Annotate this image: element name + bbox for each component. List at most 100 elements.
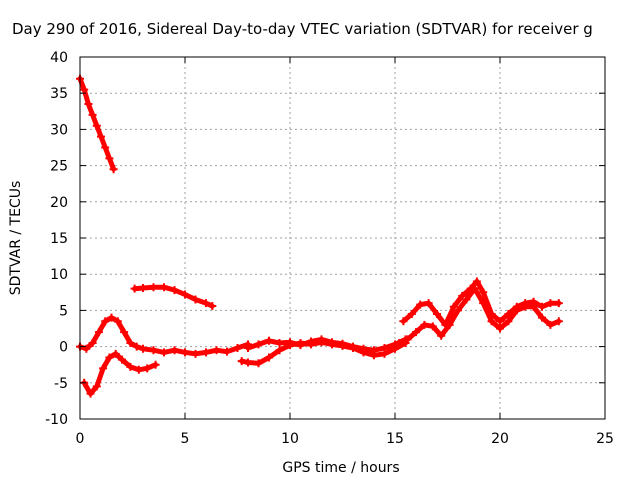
data-point [88, 338, 97, 347]
y-tick-label: 25 [50, 159, 68, 175]
gridlines [80, 57, 605, 419]
data-point [105, 353, 114, 362]
data-point [437, 331, 446, 340]
data-point [82, 344, 91, 353]
data-point [111, 349, 120, 358]
data-point [88, 110, 97, 119]
x-tick-label: 5 [181, 431, 190, 447]
data-point [181, 290, 189, 299]
series-arc-8 [395, 284, 563, 347]
x-tick-label: 0 [76, 431, 85, 447]
data-point [307, 337, 315, 346]
y-tick-label: 40 [50, 50, 68, 66]
data-point [181, 348, 189, 357]
data-point [254, 359, 263, 368]
series-arc-3 [80, 349, 160, 398]
data-point [412, 328, 420, 337]
data-point [395, 338, 404, 347]
x-tick-label: 20 [491, 431, 509, 447]
series-line [396, 286, 562, 346]
data-point [86, 389, 95, 398]
series-arc-1 [76, 74, 118, 174]
series-arc-2 [76, 313, 252, 358]
data-point [132, 342, 141, 351]
data-point [445, 320, 454, 329]
data-point [286, 338, 294, 347]
data-point [109, 165, 118, 174]
data-point [244, 344, 252, 353]
y-tick-label: 5 [59, 303, 68, 319]
data-point [470, 284, 479, 293]
data-point [160, 283, 168, 292]
data-point [80, 85, 89, 94]
data-point [424, 299, 433, 308]
data-point [160, 348, 168, 357]
data-point [254, 340, 263, 349]
data-point [208, 302, 217, 311]
y-tick-label: 15 [50, 231, 68, 247]
data-point [521, 302, 530, 311]
y-axis-title: SDTVAR / TECUs [8, 181, 24, 296]
data-point [107, 313, 116, 322]
data-point [143, 364, 152, 373]
data-point [472, 277, 481, 286]
data-point [370, 346, 378, 355]
data-point [449, 302, 458, 311]
data-point [504, 317, 513, 326]
data-point [512, 306, 521, 315]
data-point [84, 100, 93, 109]
data-point [328, 338, 336, 347]
data-point [149, 283, 158, 292]
x-tick-label: 25 [596, 431, 614, 447]
data-point [479, 288, 488, 297]
axis-ticks [79, 56, 606, 420]
data-point [92, 382, 101, 391]
data-point [99, 364, 108, 373]
data-point [433, 310, 441, 319]
y-tick-label: -5 [54, 376, 68, 392]
data-point [554, 299, 563, 308]
data-point [529, 302, 538, 311]
data-point [380, 344, 389, 353]
data-point [120, 328, 129, 337]
data-point [416, 300, 425, 309]
data-point [191, 349, 200, 358]
tick-labels: 0 5 10 15 20 25 -10 -5 0 5 10 15 20 25 30 35 40 [45, 50, 614, 447]
data-point [191, 295, 200, 304]
data-point [538, 302, 546, 311]
data-point [130, 284, 139, 293]
data-point [546, 320, 555, 329]
y-tick-label: 0 [59, 340, 68, 356]
y-tick-label: 35 [50, 86, 68, 102]
data-point [212, 346, 221, 355]
data-point [265, 353, 273, 362]
data-point [139, 344, 147, 353]
data-point [170, 346, 179, 355]
data-point [97, 132, 105, 141]
data-point [462, 295, 471, 304]
series-arc-6 [244, 335, 410, 355]
data-point [458, 291, 467, 300]
data-point [92, 121, 101, 130]
x-tick-label: 10 [281, 431, 299, 447]
data-point [244, 358, 252, 367]
data-point [317, 335, 326, 344]
data-point [101, 317, 110, 326]
data-point [275, 338, 284, 347]
data-point [94, 328, 103, 337]
series-line [245, 336, 408, 353]
data-point [487, 317, 496, 326]
data-point [454, 306, 462, 315]
series-line [239, 339, 408, 366]
data-point [223, 347, 231, 356]
data-point [420, 320, 429, 329]
y-tick-label: 20 [50, 195, 68, 211]
data-series [76, 74, 563, 398]
data-point [403, 335, 412, 344]
data-point [359, 344, 368, 353]
data-point [202, 299, 210, 308]
data-point [149, 346, 158, 355]
data-point [202, 348, 210, 357]
chart-title: Day 290 of 2016, Sidereal Day-to-day VTE… [12, 20, 593, 38]
data-point [105, 154, 114, 163]
